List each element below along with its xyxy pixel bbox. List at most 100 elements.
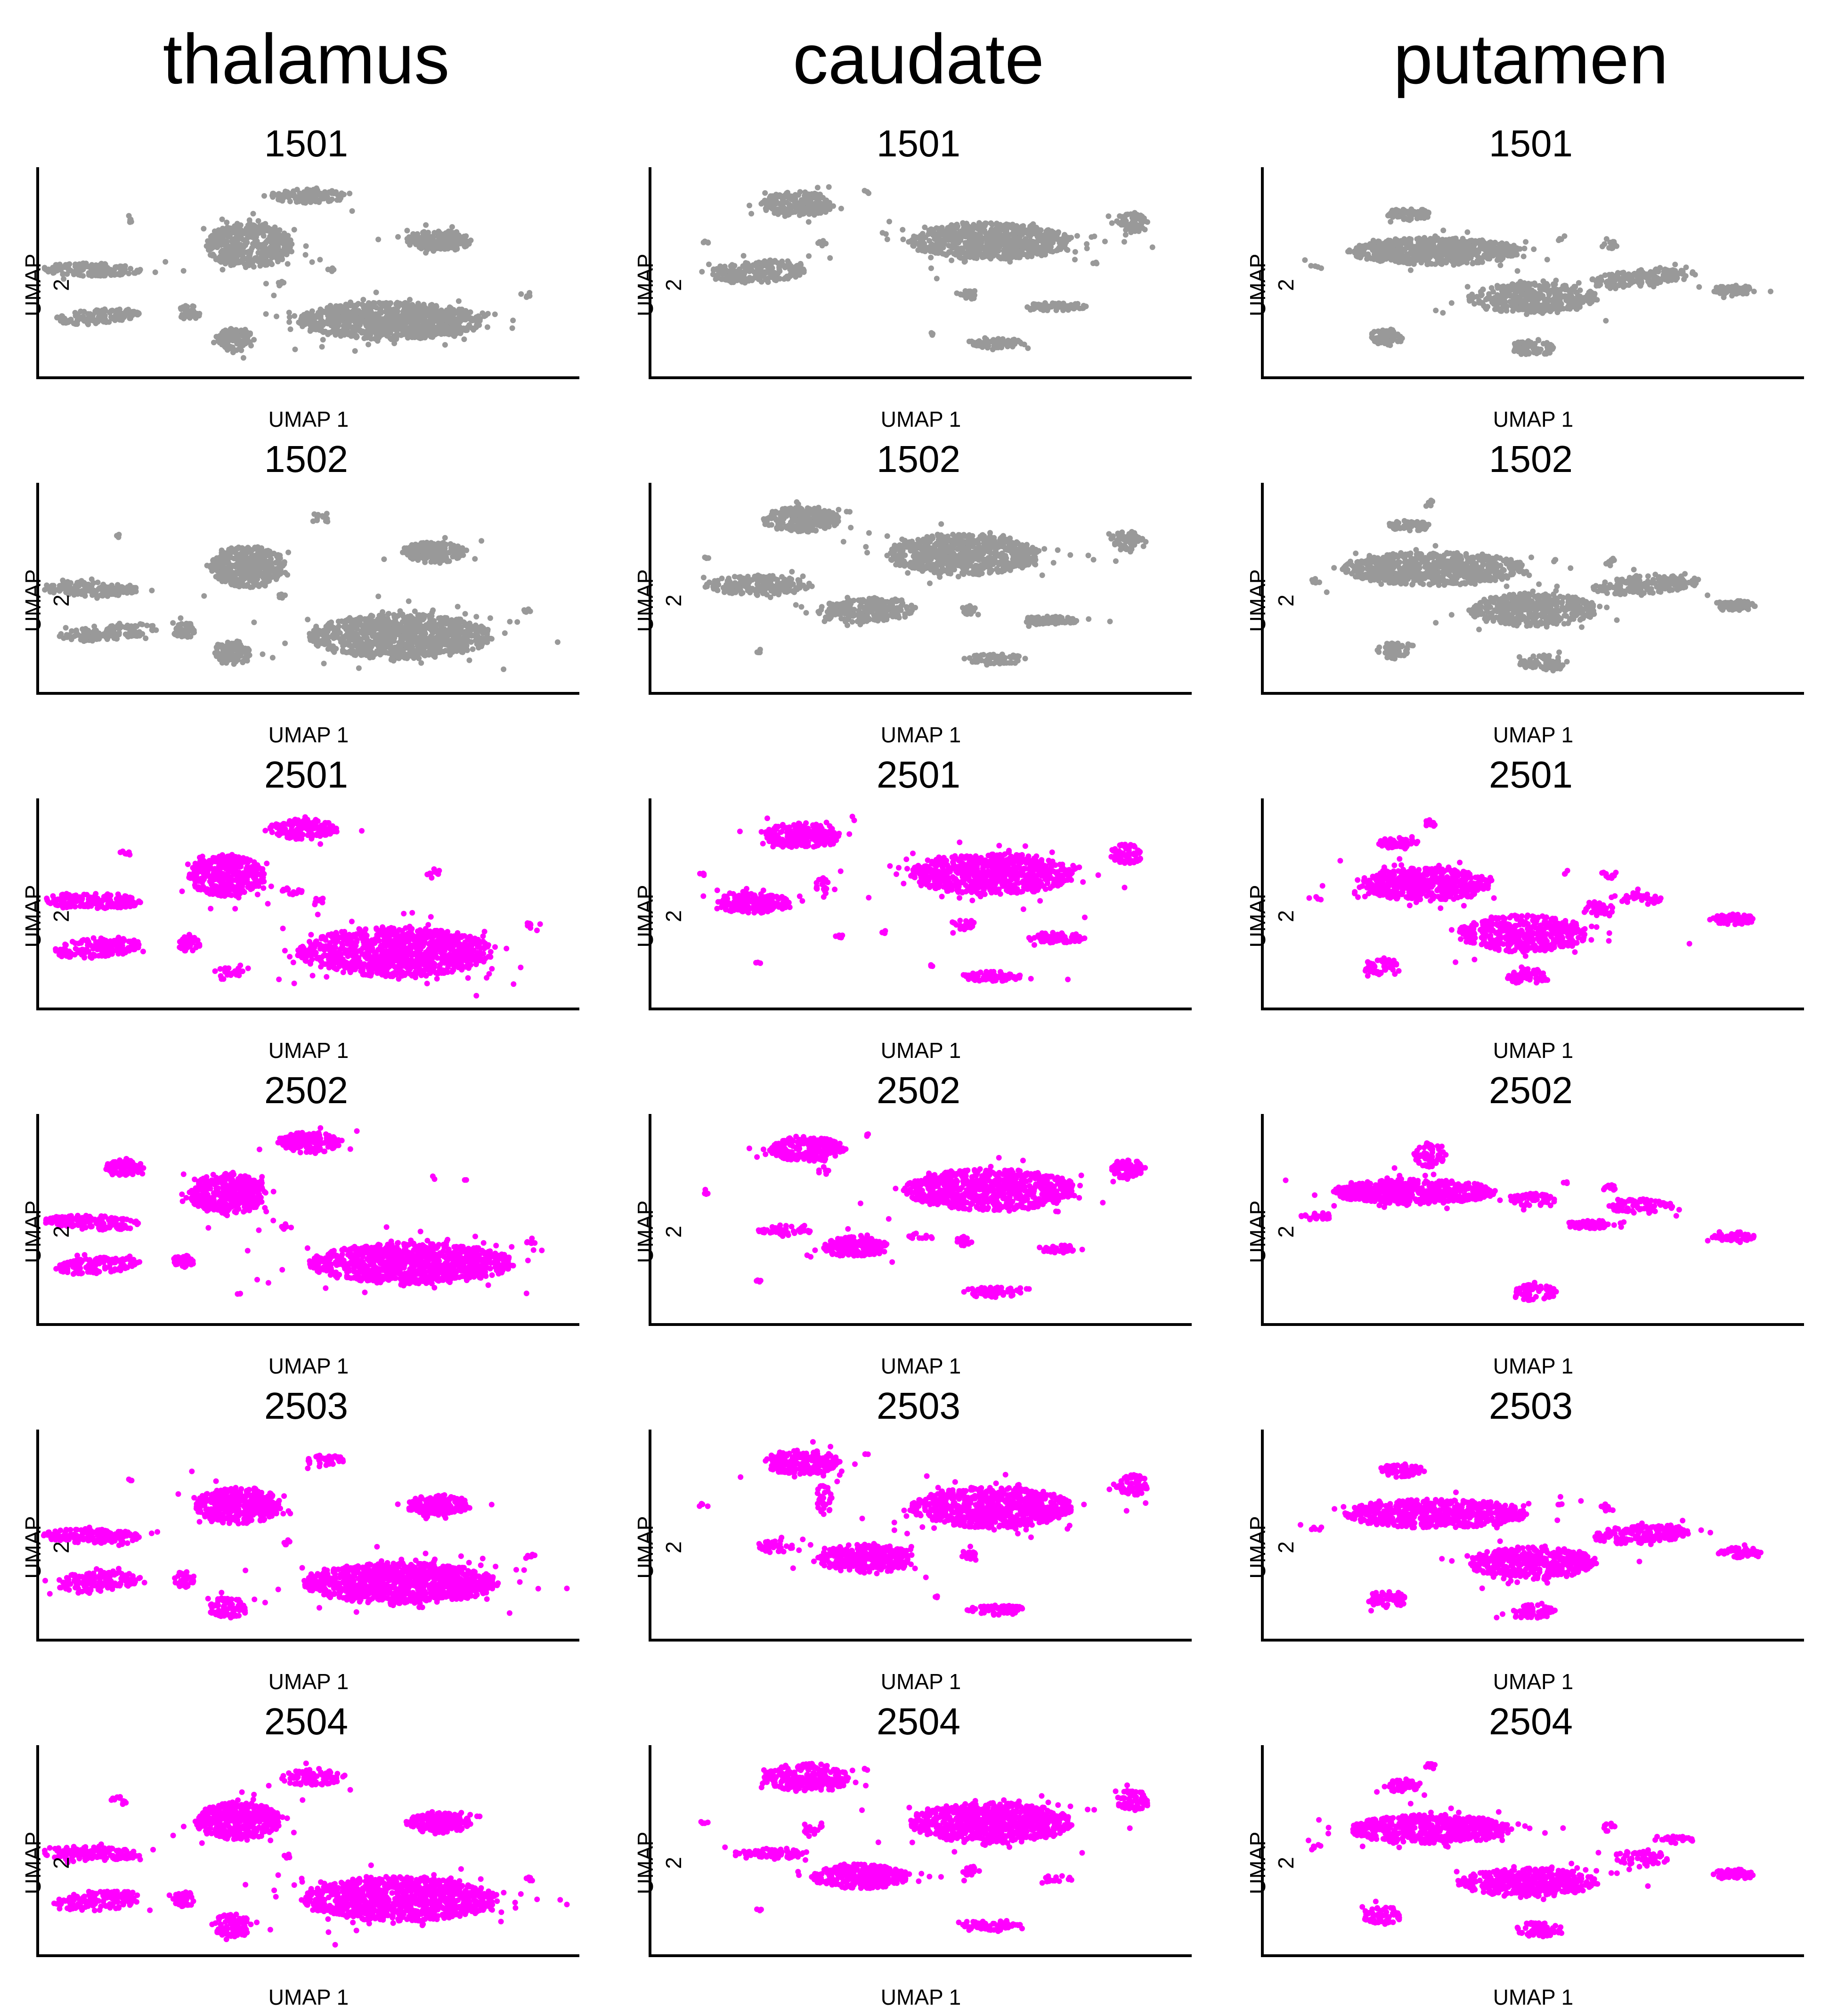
data-point [303,252,309,258]
data-point [953,240,959,245]
data-point [1355,254,1361,260]
data-point [1518,349,1523,354]
data-point [916,242,922,247]
data-point [1537,291,1543,296]
data-point [246,254,252,260]
data-point [747,203,752,208]
data-point [409,238,415,244]
data-point [247,339,253,345]
data-point [762,261,768,267]
data-point [405,301,410,307]
data-point [1381,241,1386,246]
data-point [908,238,914,244]
data-point [928,266,934,271]
data-point [885,236,890,242]
data-point [1746,286,1751,292]
data-point [1388,243,1393,248]
data-point [463,239,469,244]
data-point [1531,246,1536,252]
data-point [1447,251,1453,257]
data-point [1604,236,1609,242]
data-point [306,314,311,320]
data-point [346,315,352,320]
data-point [239,257,245,263]
data-point [392,333,398,339]
data-point [935,245,941,251]
data-point [328,198,333,203]
data-point [286,310,292,316]
data-point [128,266,133,271]
data-point [1529,306,1535,311]
data-point [1002,223,1008,229]
data-point [1025,345,1031,351]
data-point [932,236,937,242]
data-point [1083,304,1089,309]
data-point [404,320,410,325]
data-point [101,273,106,278]
data-point [1673,268,1678,274]
scatter-plot [0,438,612,754]
data-point [806,219,812,225]
data-point [1037,238,1042,244]
data-point [309,309,315,314]
data-point [117,263,123,269]
data-point [826,184,832,190]
data-point [806,211,812,217]
data-point [381,328,386,334]
data-point [1422,235,1427,241]
data-point [762,190,768,196]
data-point [247,331,253,336]
data-point [183,303,188,309]
data-point [1050,249,1056,254]
data-point [256,218,261,224]
data-point [967,251,973,256]
data-point [412,232,418,237]
data-point [1036,232,1042,238]
data-point [1690,269,1696,275]
data-point [1523,239,1528,245]
data-point [1046,305,1051,311]
data-point [1055,236,1060,242]
data-point [1552,297,1557,302]
data-point [510,317,516,323]
data-point [779,259,785,264]
data-point [780,194,785,199]
data-point [1465,242,1471,247]
data-point [356,301,361,307]
data-point [1362,245,1368,251]
data-point [1600,244,1605,249]
data-point [89,584,95,589]
data-point [772,270,778,276]
data-point [1404,252,1409,258]
data-point [247,220,252,226]
data-point [1544,351,1549,357]
data-point [996,242,1002,247]
data-point [121,311,127,317]
data-point [975,223,981,229]
data-point [1003,230,1008,236]
data-point [715,267,721,273]
data-point [289,249,294,254]
data-point [1637,283,1643,288]
data-point [1065,304,1070,310]
data-point [456,319,462,325]
data-point [812,212,817,218]
data-point [966,226,972,231]
data-point [227,253,233,259]
data-point [305,189,310,195]
data-point [269,261,275,267]
data-point [374,290,379,295]
data-point [838,206,844,211]
data-point [1734,291,1740,296]
data-point [922,249,928,254]
data-point [384,333,390,339]
data-point [452,333,457,339]
data-point [389,314,394,319]
data-point [943,228,948,234]
data-point [448,229,454,235]
data-point [234,348,239,353]
data-point [1408,244,1414,250]
data-point [972,231,978,237]
